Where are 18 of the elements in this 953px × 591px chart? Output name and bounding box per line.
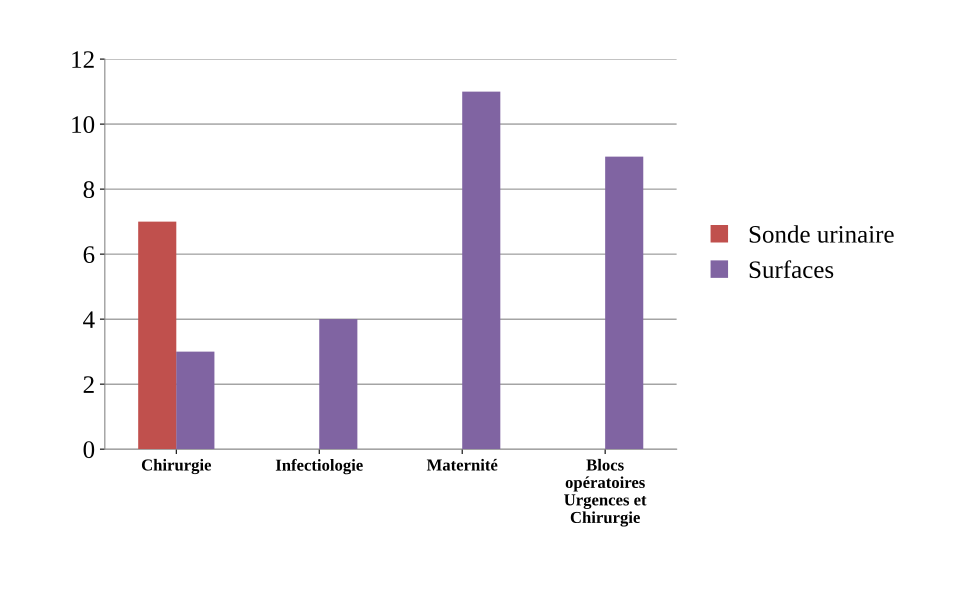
y-tick-label: 4 xyxy=(83,311,95,328)
y-tick-label: 12 xyxy=(72,51,94,68)
x-tick-label: Chirurgie xyxy=(142,458,212,474)
y-tick-label: 0 xyxy=(84,441,94,458)
y-tick-label: 10 xyxy=(72,116,94,134)
y-tick-label: 6 xyxy=(84,246,94,264)
bar xyxy=(605,156,644,450)
x-tick-label: Infectiologie xyxy=(276,458,363,474)
bar xyxy=(176,352,214,450)
legend-label: Sonde urinaire xyxy=(750,225,894,243)
bar xyxy=(138,222,176,450)
bar xyxy=(462,92,500,450)
x-tick-label: Maternité xyxy=(426,458,498,471)
bar xyxy=(319,319,358,450)
y-tick-label: 2 xyxy=(84,376,94,393)
y-tick-label: 8 xyxy=(84,181,94,198)
x-tick-label: Blocs opératoires Urgences et Chirurgie xyxy=(564,458,646,527)
legend-label: Surfaces xyxy=(750,260,834,278)
